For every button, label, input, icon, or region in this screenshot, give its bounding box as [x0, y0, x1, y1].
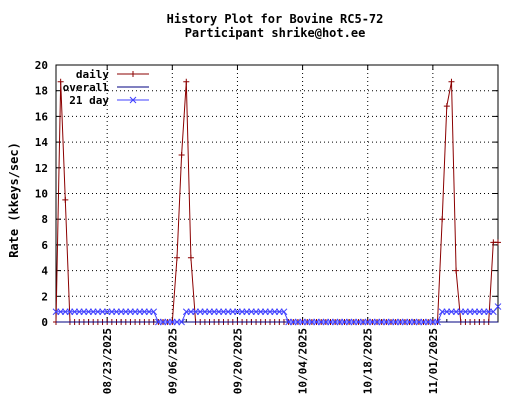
- legend-swatch-marker: [130, 71, 136, 77]
- y-tick-label: 18: [35, 85, 48, 98]
- y-tick-label: 4: [41, 265, 48, 278]
- y-tick-label: 20: [35, 59, 48, 72]
- data-point-daily: [57, 78, 64, 85]
- legend-label: daily: [76, 68, 109, 81]
- x-tick-label: 10/18/2025: [362, 328, 375, 394]
- data-point-daily: [62, 196, 69, 203]
- data-point-daily: [453, 267, 460, 274]
- y-tick-label: 12: [35, 162, 48, 175]
- x-tick-label: 10/04/2025: [297, 328, 310, 394]
- axis-layer: 0 2 4 6 8 10 12 14 16 18 20 08/23/2025 09/06/2025 09/…: [35, 59, 499, 394]
- data-point-daily: [495, 239, 501, 246]
- data-point-21-day: [494, 303, 502, 310]
- x-tick-label: 11/01/2025: [427, 328, 440, 394]
- chart-title: History Plot for Bovine RC5-72: [167, 12, 384, 26]
- x-tick-label: 09/06/2025: [166, 328, 179, 394]
- grid-layer: [56, 65, 498, 322]
- series-line-daily: [55, 81, 498, 323]
- data-point-21-day: [178, 318, 185, 326]
- chart-subtitle: Participant shrike@hot.ee: [185, 26, 366, 40]
- data-point-21-day: [150, 308, 158, 316]
- x-tick-label: 08/23/2025: [101, 328, 114, 394]
- legend-label: 21 day: [69, 94, 109, 107]
- x-tick-label: 09/20/2025: [231, 328, 244, 394]
- y-axis-label: Rate (kkeys/sec): [7, 142, 21, 258]
- legend-swatch-marker: [129, 96, 137, 104]
- y-tick-label: 16: [35, 110, 49, 123]
- data-point-daily: [187, 254, 194, 261]
- data-point-daily: [439, 216, 446, 223]
- data-point-daily: [443, 103, 450, 110]
- data-point-daily: [173, 254, 180, 261]
- y-tick-label: 8: [41, 213, 48, 226]
- data-point-daily: [178, 151, 185, 158]
- data-point-daily: [183, 78, 190, 85]
- data-point-21-day: [280, 308, 288, 316]
- data-point-daily: [448, 78, 455, 85]
- y-tick-label: 10: [35, 188, 48, 201]
- y-tick-label: 14: [35, 136, 49, 149]
- y-tick-label: 0: [41, 316, 48, 329]
- y-tick-label: 6: [41, 239, 48, 252]
- series-layer: [52, 78, 502, 326]
- y-tick-label: 2: [41, 290, 48, 303]
- legend-label: overall: [63, 81, 109, 94]
- data-point-21-day: [434, 318, 441, 326]
